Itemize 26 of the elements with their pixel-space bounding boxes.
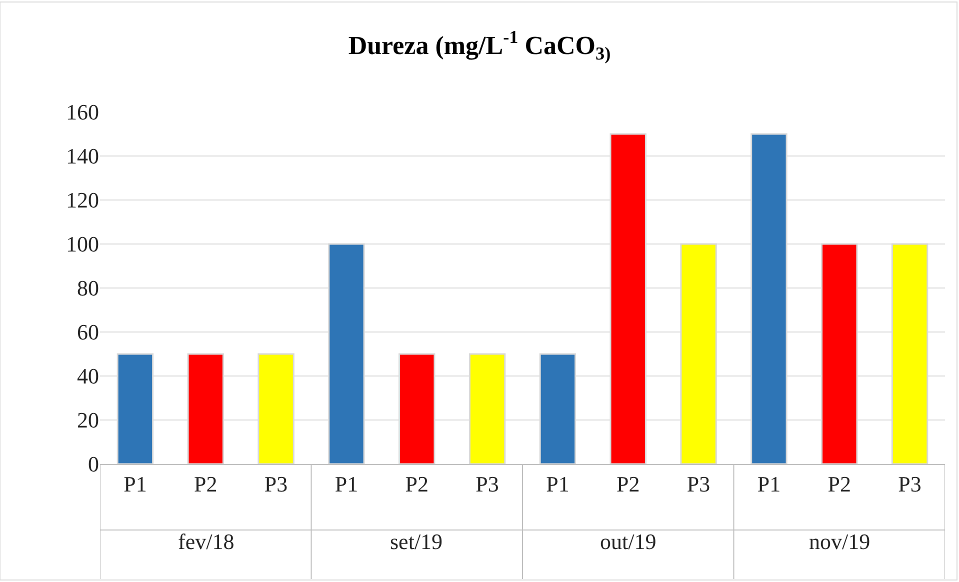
x-tick-label: P2 [616,471,640,496]
y-tick-label: 0 [88,452,99,477]
y-tick-label: 160 [66,100,99,125]
y-tick-label: 80 [77,276,99,301]
y-tick-label: 100 [66,232,99,257]
x-tick-label: P2 [405,471,429,496]
y-tick-label: 60 [77,320,99,345]
y-tick-label: 120 [66,188,99,213]
y-tick-label: 140 [66,144,99,169]
y-tick-label: 20 [77,408,99,433]
text: fev/18 [178,529,234,554]
chart-title: Dureza (mg/L$^{-1}$ CaCO$_{3)}$ [348,27,611,64]
text: nov/19 [809,529,870,554]
x-tick-label: P1 [124,471,147,496]
x-tick-label: P1 [334,471,358,496]
x-tick-label: P1 [546,471,570,496]
x-tick-label: P2 [194,471,218,496]
x-tick-label: P2 [828,471,852,496]
x-tick-label: P3 [898,471,922,496]
x-tick-label: P3 [264,471,288,496]
x-tick-label: P1 [757,471,781,496]
x-tick-label: P3 [476,471,499,496]
text: set/19 [390,529,443,554]
text: out/19 [600,529,656,554]
y-tick-label: 40 [77,364,99,389]
x-tick-label: P3 [686,471,710,496]
